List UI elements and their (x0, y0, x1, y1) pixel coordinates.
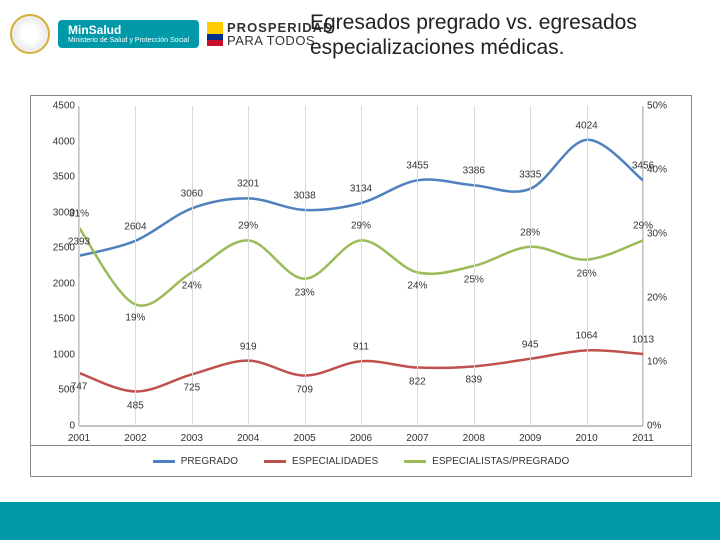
flag-stripe-yellow (207, 22, 223, 34)
data-label: 822 (409, 376, 426, 387)
x-tick-label: 2009 (519, 433, 541, 444)
data-label: 1013 (632, 334, 654, 345)
data-label: 26% (577, 268, 597, 279)
legend-swatch-pregrado (153, 460, 175, 463)
y1-tick-label: 500 (35, 385, 75, 396)
y1-tick-label: 0 (35, 421, 75, 432)
data-label: 3060 (181, 189, 203, 200)
x-tick-label: 2004 (237, 433, 259, 444)
data-label: 23% (295, 287, 315, 298)
y2-tick-label: 0% (647, 421, 687, 432)
data-label: 3201 (237, 179, 259, 190)
gridline (135, 106, 136, 426)
data-label: 747 (71, 381, 88, 392)
gridline (361, 106, 362, 426)
data-label: 4024 (575, 120, 597, 131)
data-label: 29% (238, 221, 258, 232)
data-label: 3335 (519, 169, 541, 180)
data-label: 3038 (293, 190, 315, 201)
y1-tick-label: 4000 (35, 136, 75, 147)
slide: MinSalud Ministerio de Salud y Protecció… (0, 0, 720, 540)
legend-swatch-especialidades (264, 460, 286, 463)
x-tick-label: 2007 (406, 433, 428, 444)
data-label: 919 (240, 341, 257, 352)
colombia-flag-icon (207, 22, 223, 46)
x-tick-label: 2006 (350, 433, 372, 444)
data-label: 709 (296, 384, 313, 395)
legend-item-ratio: ESPECIALISTAS/PREGRADO (404, 456, 569, 467)
data-label: 31% (69, 208, 89, 219)
y1-tick-label: 4500 (35, 101, 75, 112)
legend-item-pregrado: PREGRADO (153, 456, 238, 467)
y2-tick-label: 10% (647, 357, 687, 368)
header-logos: MinSalud Ministerio de Salud y Protecció… (10, 14, 333, 54)
x-tick-label: 2002 (124, 433, 146, 444)
y1-tick-label: 1500 (35, 314, 75, 325)
legend-label-ratio: ESPECIALISTAS/PREGRADO (432, 456, 569, 467)
y1-tick-label: 2000 (35, 278, 75, 289)
x-tick-label: 2011 (632, 433, 654, 444)
data-label: 3386 (463, 166, 485, 177)
data-label: 485 (127, 400, 144, 411)
data-label: 725 (183, 383, 200, 394)
y1-tick-label: 1000 (35, 349, 75, 360)
data-label: 2604 (124, 221, 146, 232)
data-label: 3456 (632, 161, 654, 172)
data-label: 28% (520, 227, 540, 238)
flag-stripe-red (207, 40, 223, 46)
x-tick-label: 2001 (68, 433, 90, 444)
gridline (79, 106, 80, 426)
y2-tick-label: 20% (647, 293, 687, 304)
legend: PREGRADO ESPECIALIDADES ESPECIALISTAS/PR… (31, 445, 691, 472)
legend-label-especialidades: ESPECIALIDADES (292, 456, 378, 467)
footer-bar (0, 502, 720, 540)
data-label: 839 (465, 375, 482, 386)
gridline (587, 106, 588, 426)
minsalud-line1: MinSalud (68, 24, 189, 37)
legend-swatch-ratio (404, 460, 426, 463)
data-label: 29% (351, 221, 371, 232)
x-tick-label: 2003 (181, 433, 203, 444)
gridline (248, 106, 249, 426)
gridline (305, 106, 306, 426)
minsalud-line2: Ministerio de Salud y Protección Social (68, 37, 189, 45)
gridline (530, 106, 531, 426)
data-label: 3455 (406, 161, 428, 172)
y1-tick-label: 3500 (35, 172, 75, 183)
data-label: 25% (464, 275, 484, 286)
x-tick-label: 2008 (463, 433, 485, 444)
data-label: 29% (633, 221, 653, 232)
legend-label-pregrado: PREGRADO (181, 456, 238, 467)
legend-item-especialidades: ESPECIALIDADES (264, 456, 378, 467)
x-tick-label: 2005 (293, 433, 315, 444)
data-label: 24% (182, 281, 202, 292)
y2-tick-label: 50% (647, 101, 687, 112)
chart-container: 2001 2002 2003 2004 2005 2006 2007 2008 2009 2010… (30, 95, 692, 477)
data-label: 2393 (68, 236, 90, 247)
slide-title: Egresados pregrado vs. egresados especia… (310, 10, 705, 60)
x-tick-label: 2010 (575, 433, 597, 444)
gridline (192, 106, 193, 426)
data-label: 24% (407, 281, 427, 292)
minsalud-logo: MinSalud Ministerio de Salud y Protecció… (58, 20, 199, 49)
data-label: 911 (353, 342, 369, 353)
data-label: 945 (522, 339, 539, 350)
data-label: 1064 (575, 331, 597, 342)
data-label: 3134 (350, 184, 372, 195)
coat-of-arms-icon (10, 14, 50, 54)
gridline (643, 106, 644, 426)
data-label: 19% (125, 313, 145, 324)
plot-area: 2001200220032004200520062007200820092010… (79, 106, 643, 426)
